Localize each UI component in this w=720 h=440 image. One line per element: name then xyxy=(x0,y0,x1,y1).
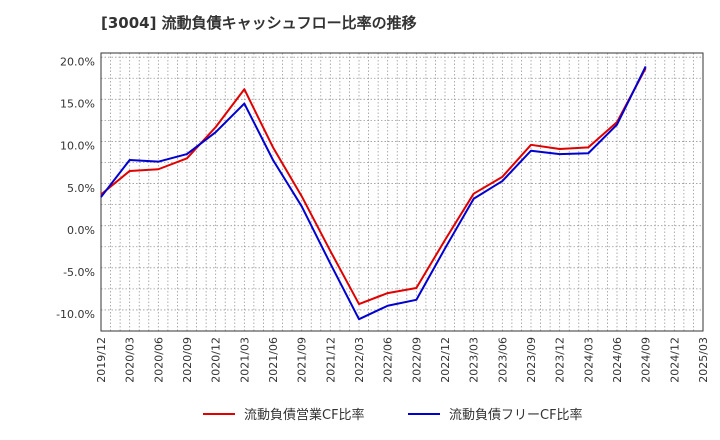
x-tick-label: 2021/03 xyxy=(238,337,251,383)
x-tick-label: 2023/06 xyxy=(496,337,509,383)
x-tick-label: 2019/12 xyxy=(95,337,108,383)
legend-label-1: 流動負債営業CF比率 xyxy=(244,407,365,423)
x-tick-label: 2020/06 xyxy=(152,337,165,383)
series-line-2 xyxy=(100,66,647,321)
x-tick-label: 2024/12 xyxy=(668,337,681,383)
y-tick-label: 10.0% xyxy=(60,140,95,153)
x-tick-label: 2024/06 xyxy=(611,337,624,383)
x-tick-label: 2021/12 xyxy=(324,337,337,383)
plot-frame xyxy=(100,52,704,332)
x-tick-label: 2020/12 xyxy=(210,337,223,383)
x-tick-label: 2021/09 xyxy=(296,337,309,383)
x-tick-label: 2024/03 xyxy=(582,337,595,383)
series-line-1 xyxy=(100,67,647,306)
x-tick-label: 2022/03 xyxy=(353,337,366,383)
x-tick-label: 2021/06 xyxy=(267,337,280,383)
x-tick-label: 2024/09 xyxy=(640,337,653,383)
x-tick-label: 2022/06 xyxy=(382,337,395,383)
legend-label-2: 流動負債フリーCF比率 xyxy=(449,407,583,423)
x-tick-label: 2020/09 xyxy=(181,337,194,383)
y-tick-label: -10.0% xyxy=(56,308,95,321)
chart-title: [3004] 流動負債キャッシュフロー比率の推移 xyxy=(101,14,417,32)
x-tick-label: 2022/12 xyxy=(439,337,452,383)
y-tick-label: 0.0% xyxy=(67,224,95,237)
y-tick-label: 20.0% xyxy=(60,55,95,68)
y-tick-label: 5.0% xyxy=(67,182,95,195)
x-tick-label: 2023/03 xyxy=(468,337,481,383)
x-tick-label: 2025/03 xyxy=(697,337,710,383)
x-tick-label: 2023/09 xyxy=(525,337,538,383)
x-tick-label: 2023/12 xyxy=(554,337,567,383)
y-tick-label: -5.0% xyxy=(63,266,95,279)
x-tick-label: 2022/09 xyxy=(410,337,423,383)
x-tick-label: 2020/03 xyxy=(124,337,137,383)
plot-area xyxy=(101,53,703,331)
y-tick-label: 15.0% xyxy=(60,98,95,111)
